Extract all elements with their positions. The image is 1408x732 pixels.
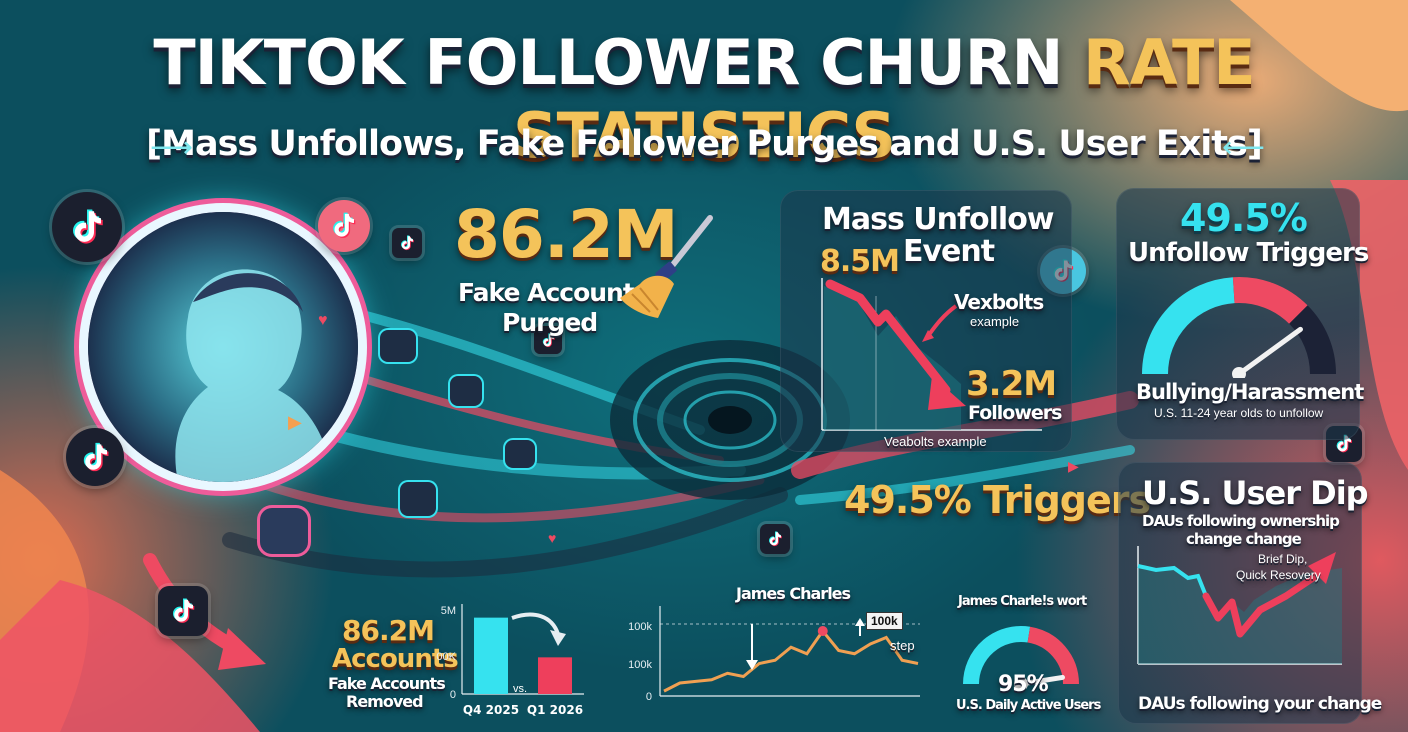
user-dip-annotation-line1: Brief Dip,	[1258, 552, 1308, 566]
unfollow-triggers-value: 49.5%	[1180, 196, 1308, 240]
unfollow-triggers-note: U.S. 11-24 year olds to unfollow	[1154, 406, 1324, 420]
tiktok-note-icon	[534, 326, 562, 354]
user-dip-annotation-line2: Quick Resovery	[1236, 568, 1321, 582]
right-arrow-icon: ⟵	[1222, 131, 1266, 164]
unfollow-triggers-panel	[1116, 188, 1360, 440]
daily-active-value: 95%	[998, 672, 1049, 697]
left-arrow-icon: ⟶	[150, 131, 194, 164]
mass-unfollow-end-label: Followers	[968, 402, 1062, 424]
james-charles-annotation-sub: step	[890, 638, 915, 653]
heart-icon: ♥	[318, 312, 328, 329]
accounts-removed-label-line1: Fake Accounts	[328, 674, 446, 693]
tiktok-note-icon	[318, 200, 370, 252]
bar	[474, 617, 508, 694]
tiktok-note-icon	[52, 192, 122, 262]
page-title: TIKTOK FOLLOWER CHURN RATE STATISTICS	[0, 26, 1408, 172]
user-icon	[380, 330, 416, 362]
daily-active-gauge	[963, 626, 1079, 691]
up-arrow-head	[855, 618, 865, 626]
gauge-hub	[1014, 677, 1028, 691]
heart-icon: ♥	[548, 530, 557, 546]
mass-unfollow-start-value: 8.5M	[820, 244, 900, 279]
daily-active-title: James Charle!s wort	[958, 594, 1087, 609]
user-icon	[450, 376, 482, 406]
user-dip-caption: DAUs following your change	[1138, 694, 1382, 714]
user-dip-subtitle-line1: DAUs following ownership	[1142, 512, 1340, 530]
y-tick-label: 0	[646, 691, 652, 703]
down-arrow-head	[746, 660, 758, 670]
accounts-removed-label-line2: Removed	[346, 692, 424, 711]
x-tick-label: Q1 2026	[527, 703, 583, 717]
unfollow-triggers-label: Unfollow Triggers	[1128, 238, 1369, 268]
gauge-hub	[1232, 367, 1246, 378]
page-title-part1: TIKTOK FOLLOWER CHURN	[153, 26, 1084, 99]
user-icon	[400, 482, 436, 516]
gauge-segment-coral	[1027, 626, 1079, 685]
gauge-segment-teal	[1142, 277, 1235, 375]
y-tick-label: 100k	[628, 659, 652, 671]
play-icon: ▶	[288, 412, 302, 432]
x-tick-label: Q4 2025	[463, 703, 519, 717]
series-line	[663, 628, 919, 693]
tiktok-note-icon	[392, 228, 422, 258]
james-charles-title: James Charles	[736, 584, 851, 603]
bar	[538, 657, 572, 694]
trend-arrow-icon	[511, 612, 560, 635]
fake-purged-label-line2: Purged	[502, 308, 598, 337]
user-dip-panel	[1118, 462, 1362, 724]
accounts-removed-value: 86.2M	[342, 614, 435, 647]
daily-active-label: U.S. Daily Active Users	[956, 698, 1101, 713]
profile-silhouette-icon	[175, 269, 333, 482]
page-subtitle: [Mass Unfollows, Fake Follower Purges an…	[146, 124, 1263, 164]
unfollow-triggers-category: Bullying/Harassment	[1136, 380, 1364, 404]
gauge-segment-coral	[1232, 277, 1308, 325]
fake-purged-label-line1: Fake Accounts	[458, 278, 649, 307]
gauge-needle	[1236, 326, 1303, 377]
user-dip-title: U.S. User Dip	[1142, 474, 1369, 512]
mass-unfollow-caption: Veabolts example	[884, 434, 987, 449]
james-charles-annotation: 100k	[866, 612, 903, 630]
mass-unfollow-chart	[821, 278, 1042, 431]
gauge-segment-dark	[1288, 305, 1336, 375]
fake-purged-value: 86.2M	[454, 196, 679, 273]
page-title-part2: RATE STATISTICS	[513, 26, 1256, 172]
y-tick-label: 100k	[628, 621, 652, 633]
play-icon: ▶	[1068, 458, 1079, 474]
mass-unfollow-annotation-sub: example	[970, 314, 1020, 329]
trend-arrow-head	[550, 630, 566, 646]
peak-point	[817, 626, 828, 636]
y-tick-label: 5M	[441, 605, 456, 617]
triggers-banner: 49.5% Triggers	[844, 478, 1151, 522]
gauge-segment-teal	[963, 626, 1031, 685]
tiktok-note-icon	[760, 524, 790, 554]
avatar	[88, 212, 358, 482]
y-tick-label: 0	[450, 689, 456, 701]
user-icon	[260, 508, 308, 554]
accounts-removed-word: Accounts	[332, 644, 459, 674]
mass-unfollow-end-value: 3.2M	[966, 364, 1057, 404]
unfollow-gauge	[1142, 277, 1336, 378]
user-dip-chart	[1137, 546, 1342, 665]
y-tick-label: 00K	[436, 651, 456, 663]
mass-unfollow-annotation: Vexbolts	[954, 290, 1044, 314]
tiktok-note-icon	[158, 586, 208, 636]
vs-label: vs.	[513, 683, 527, 695]
user-icon	[505, 440, 535, 468]
user-dip-subtitle-line2: change change	[1186, 530, 1302, 548]
broom-icon	[620, 215, 713, 318]
tiktok-note-icon	[66, 428, 124, 486]
mass-unfollow-panel	[780, 190, 1072, 452]
mass-unfollow-title-line2: Event	[903, 234, 995, 269]
mass-unfollow-title-line1: Mass Unfollow	[822, 202, 1055, 237]
